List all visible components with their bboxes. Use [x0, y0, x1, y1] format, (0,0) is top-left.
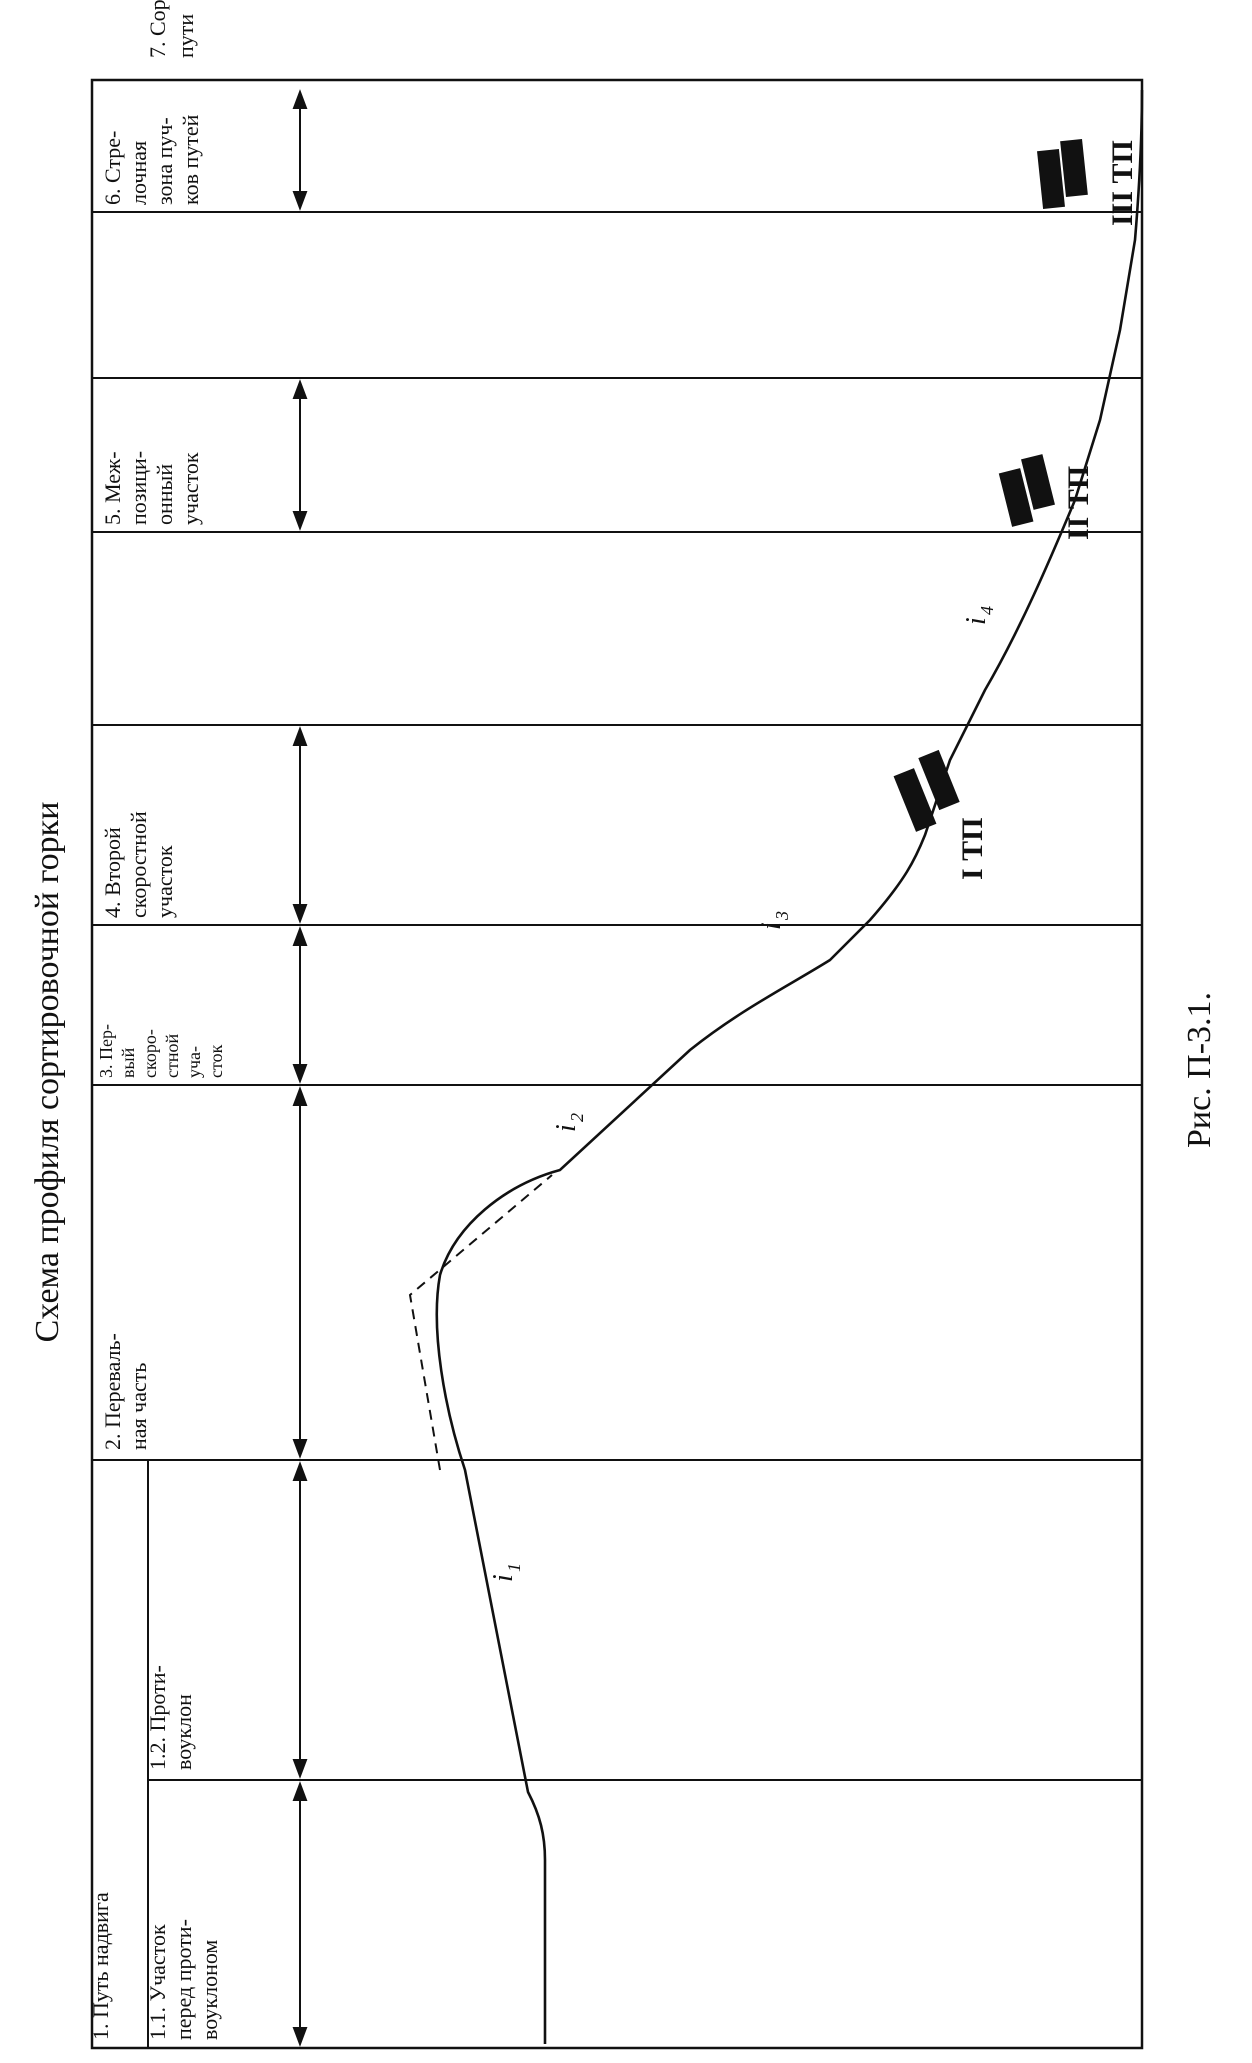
- section-label-1: 1. Путь надвига: [88, 1892, 113, 2040]
- arrow-head: [292, 511, 308, 531]
- section-label-line: 4. Второй: [100, 827, 125, 918]
- arrow-head: [292, 1461, 308, 1481]
- section-label-line: скоростной: [126, 811, 151, 918]
- section-labels: 1. Путь надвига 1.1. Участок перед проти…: [88, 112, 226, 2040]
- section-label-line: 1. Путь надвига: [88, 1892, 113, 2040]
- retarder-block: [1037, 149, 1065, 209]
- diagram-frame: [90, 78, 1144, 2050]
- section-label-line: 1.1. Участок: [145, 1924, 170, 2040]
- section-label-line: ков путей: [178, 114, 203, 205]
- arrow-head: [292, 1759, 308, 1779]
- arrow-head: [292, 191, 308, 211]
- gradient-label-i4: i: [961, 617, 992, 625]
- figure-caption: Рис. П-3.1.: [1181, 991, 1218, 1149]
- section-label-line: ная часть: [126, 1363, 151, 1450]
- gradient-subscript: 4: [977, 606, 997, 615]
- section-label-line: 1.2. Проти-: [145, 1665, 170, 1770]
- section-label-line: зона пуч-: [152, 117, 177, 205]
- section-label-line: 3. Пер-: [96, 1024, 116, 1078]
- retarder-label-3: III ТП: [1106, 140, 1139, 226]
- section-label-line: сток: [206, 1044, 226, 1078]
- gradient-subscript: 2: [567, 1113, 587, 1122]
- section-boundaries: [92, 211, 1142, 1461]
- section-label-line: воуклоном: [197, 1940, 222, 2040]
- hump-profile-curve: [435, 89, 1144, 2044]
- section-label-line: 5. Меж-: [100, 451, 125, 525]
- hump-design-profile-dashed: [408, 1174, 553, 1471]
- gradient-subscript: 3: [772, 911, 792, 921]
- retarder-block: [893, 768, 937, 832]
- section-label-line: 6. Стре-: [100, 131, 125, 205]
- arrow-head: [292, 1439, 308, 1459]
- section-label-line: уча-: [184, 1046, 204, 1078]
- section-label-7: 7. Сортировочныепути: [145, 0, 198, 58]
- section-label-7-wrap: 7. Сортировочныепути: [145, 0, 198, 58]
- section-label-line: позици-: [126, 451, 151, 525]
- retarder-labels: I ТП II ТП III ТП: [956, 140, 1139, 880]
- section-label-line: перед проти-: [171, 1919, 196, 2040]
- retarder-block: [1021, 454, 1055, 510]
- section-label-3: 3. Пер- вый скоро- стной уча- сток: [96, 1020, 226, 1078]
- section-label-5: 5. Меж- позици- онный участок: [100, 445, 203, 525]
- gradient-label-i2: i: [551, 1124, 582, 1132]
- arrow-head: [292, 726, 308, 746]
- section-label-line: стной: [162, 1034, 182, 1078]
- retarder-block: [918, 749, 960, 811]
- arrow-head: [292, 926, 308, 946]
- section-label-1-2: 1.2. Проти- воуклон: [145, 1660, 196, 1770]
- gradient-subscript: 1: [504, 1563, 524, 1572]
- arrow-head: [292, 904, 308, 924]
- figure-title: Схема профиля сортировочной горки: [29, 802, 66, 1343]
- retarder-block: [998, 468, 1034, 527]
- gradient-labels: i 1 i 2 i 3 i 4: [488, 606, 997, 1582]
- section-label-line: воуклон: [171, 1694, 196, 1770]
- section-label-6: 6. Стре- лочная зона пуч- ков путей: [100, 112, 203, 205]
- length-arrows: [292, 89, 308, 2047]
- arrow-head: [292, 2027, 308, 2047]
- arrow-head: [292, 1781, 308, 1801]
- retarder-label-2: II ТП: [1062, 466, 1095, 540]
- arrow-head: [292, 89, 308, 109]
- gradient-label-i1: i: [488, 1574, 519, 1582]
- arrow-head: [292, 379, 308, 399]
- retarder-label-1: I ТП: [956, 817, 989, 880]
- section-label-line: скоро-: [140, 1029, 160, 1078]
- arrow-head: [292, 1086, 308, 1106]
- section-label-line: 2. Переваль-: [100, 1333, 125, 1450]
- retarder-blocks: [893, 139, 1088, 832]
- section-label-line: вый: [118, 1047, 138, 1078]
- retarder-block: [1060, 139, 1088, 197]
- section-label-line: участок: [178, 452, 203, 525]
- section-label-line: участок: [152, 845, 177, 918]
- section-label-line: 7. Сортировочные: [145, 0, 170, 58]
- section-label-4: 4. Второй скоростной участок: [100, 806, 177, 918]
- section-label-line: онный: [152, 464, 177, 525]
- gradient-label-i3: i: [756, 922, 787, 930]
- section-label-line: лочная: [126, 141, 151, 205]
- arrow-head: [292, 1064, 308, 1084]
- section-label-1-1: 1.1. Участок перед проти- воуклоном: [145, 1914, 222, 2040]
- section-label-2: 2. Переваль- ная часть: [100, 1328, 151, 1450]
- section-label-line: пути: [173, 14, 198, 58]
